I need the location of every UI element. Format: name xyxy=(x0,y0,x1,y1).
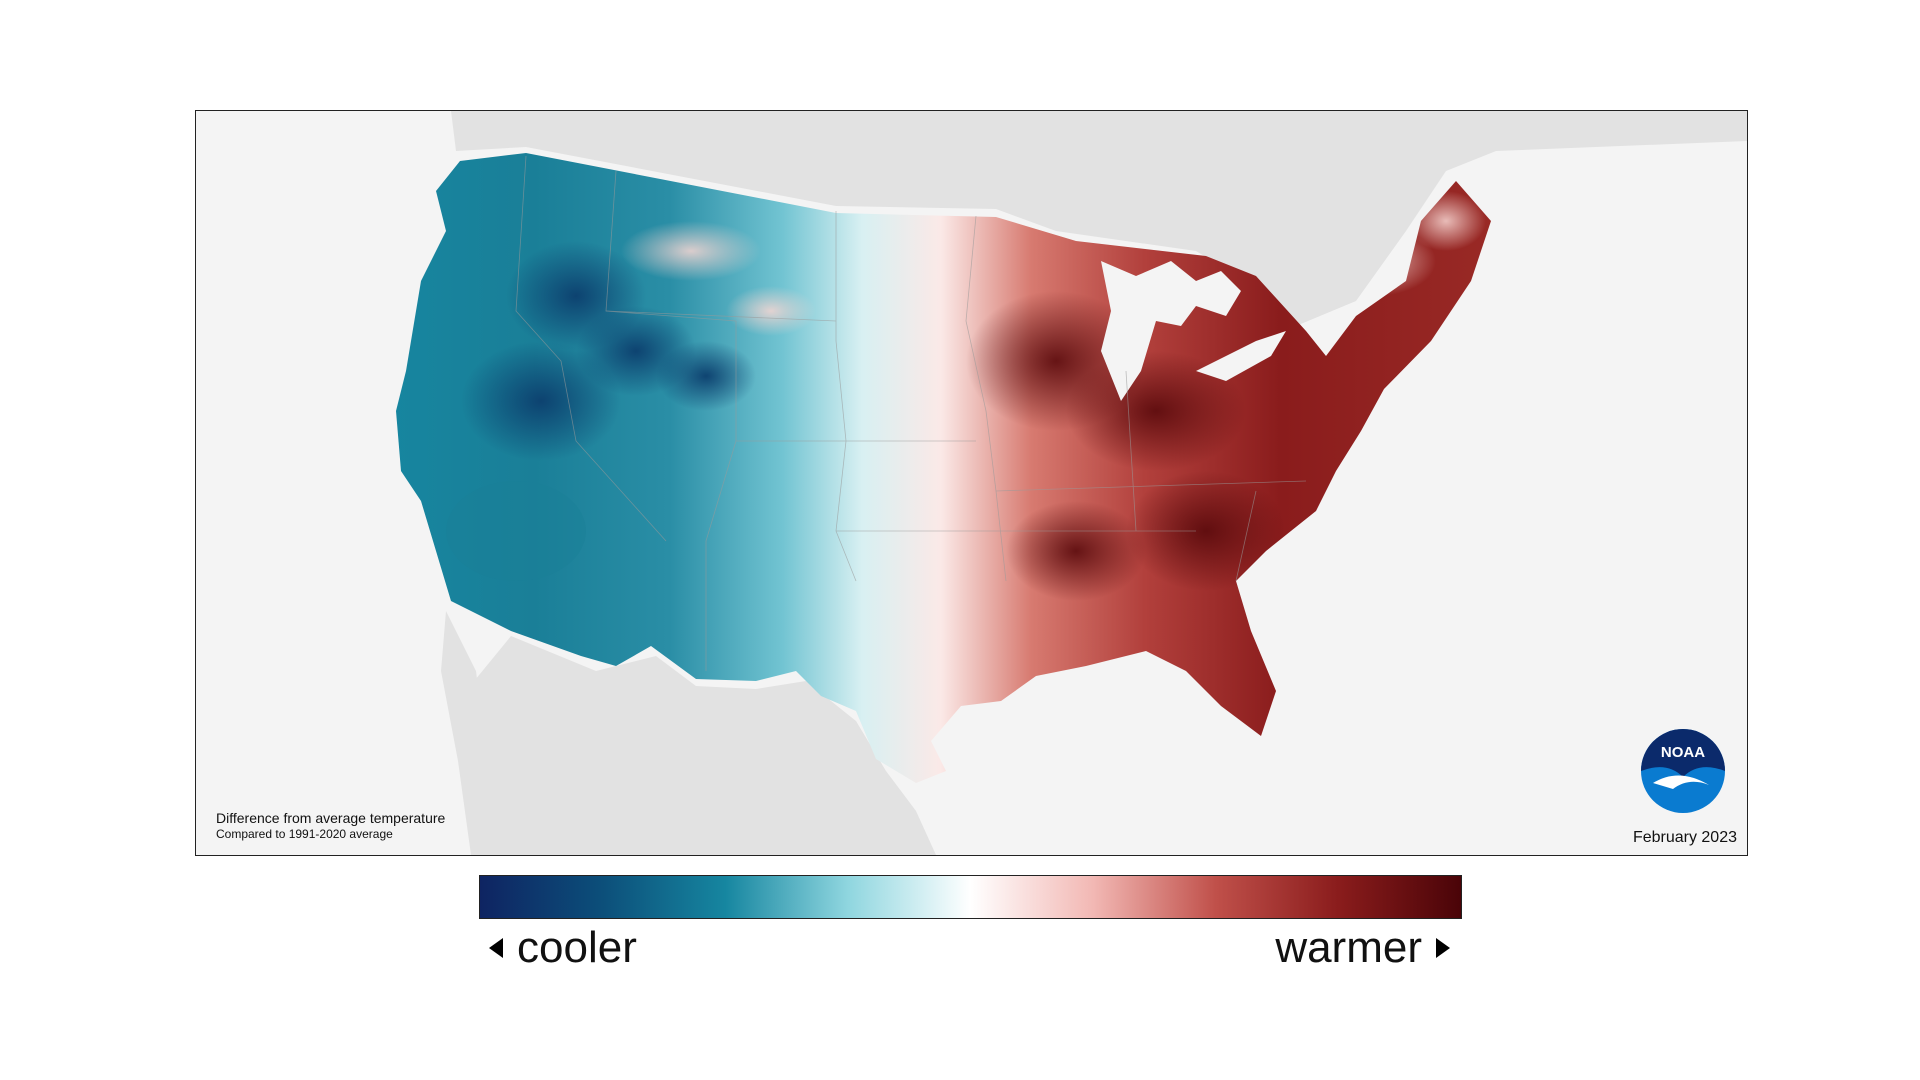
legend-low: cooler xyxy=(489,918,637,978)
baja-land xyxy=(441,611,516,855)
state-lines xyxy=(515,155,1307,671)
left-arrow-icon xyxy=(489,938,503,958)
map-caption: Difference from average temperature Comp… xyxy=(216,810,445,841)
noaa-logo-text: NOAA xyxy=(1661,744,1705,761)
caption-title: Difference from average temperature xyxy=(216,809,446,826)
legend-low-label: cooler xyxy=(517,923,637,972)
map-svg xyxy=(396,111,1747,855)
right-arrow-icon xyxy=(1436,938,1450,958)
noaa-logo: NOAA xyxy=(1641,729,1725,813)
date-label: February 2023 xyxy=(1632,829,1737,846)
legend-high: warmer xyxy=(1275,918,1450,978)
map-panel: NOAA Difference from average temperature… xyxy=(195,110,1748,856)
canada-land xyxy=(451,111,1747,326)
legend-colorbar xyxy=(479,875,1462,919)
lake-erie xyxy=(1196,331,1286,381)
legend-high-label: warmer xyxy=(1275,923,1422,972)
mexico-land xyxy=(466,636,936,855)
caption-subtitle: Compared to 1991-2020 average xyxy=(216,826,393,841)
great-lakes xyxy=(1101,261,1241,401)
